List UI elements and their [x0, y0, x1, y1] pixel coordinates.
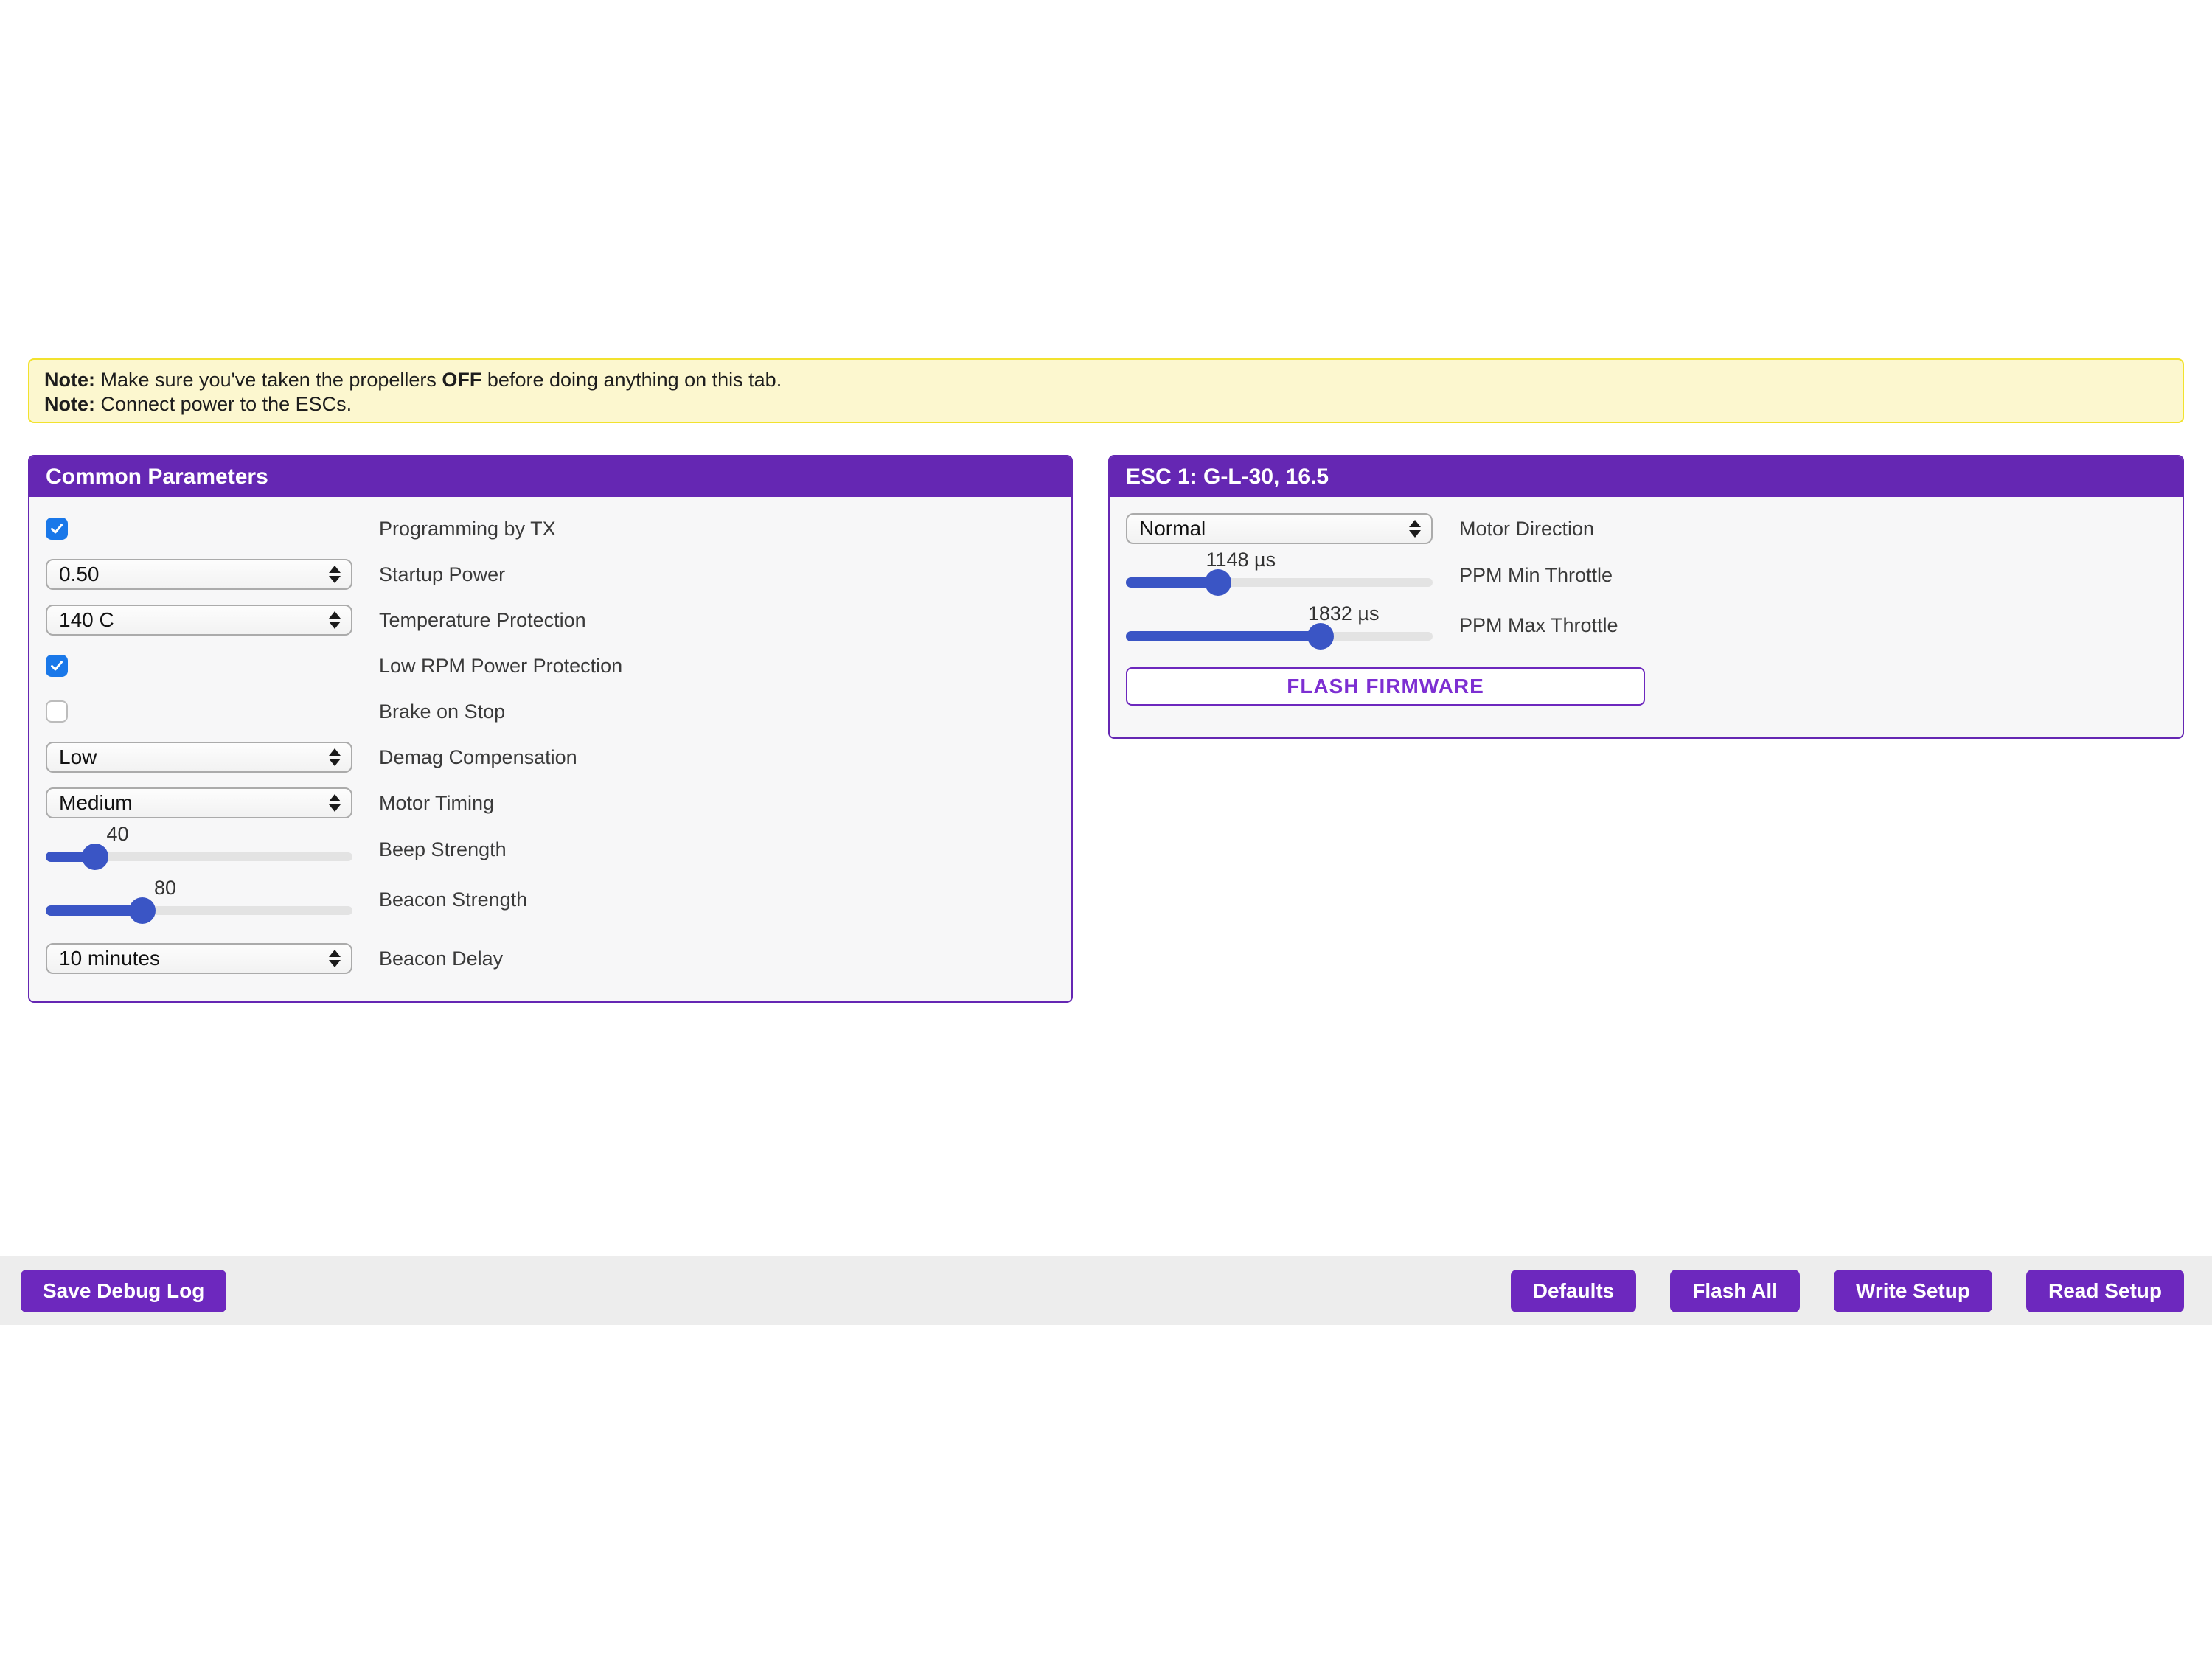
- note-emphasis: OFF: [442, 369, 482, 391]
- demag-compensation-value: Low: [59, 745, 97, 768]
- row-demag-compensation: Low Demag Compensation: [46, 734, 1055, 780]
- note-label: Note:: [44, 369, 95, 391]
- esc1-panel: ESC 1: G-L-30, 16.5 Normal Motor Directi…: [1108, 455, 2184, 739]
- demag-compensation-label: Demag Compensation: [379, 745, 577, 768]
- common-parameters-body: Programming by TX 0.50 Startup Power 140…: [29, 497, 1071, 981]
- row-programming-by-tx: Programming by TX: [46, 506, 1055, 552]
- motor-timing-value: Medium: [59, 791, 133, 814]
- ppm-max-throttle-label: PPM Max Throttle: [1459, 614, 1618, 636]
- select-arrows-icon: [329, 950, 341, 967]
- checkmark-icon: [51, 524, 63, 534]
- beacon-strength-slider[interactable]: 80: [46, 877, 352, 927]
- note-label: Note:: [44, 393, 95, 415]
- select-arrows-icon: [1409, 520, 1421, 538]
- slider-thumb[interactable]: [1204, 569, 1231, 596]
- demag-compensation-select[interactable]: Low: [46, 742, 352, 773]
- temperature-protection-label: Temperature Protection: [379, 608, 586, 631]
- note-banner: Note: Make sure you've taken the propell…: [28, 358, 2184, 423]
- slider-thumb[interactable]: [129, 897, 156, 924]
- temperature-protection-value: 140 C: [59, 608, 114, 631]
- slider-fill: [46, 905, 143, 916]
- defaults-button[interactable]: Defaults: [1510, 1269, 1637, 1312]
- note-text: Make sure you've taken the propellers: [95, 369, 442, 391]
- save-debug-log-button[interactable]: Save Debug Log: [21, 1269, 227, 1312]
- row-beacon-delay: 10 minutes Beacon Delay: [46, 936, 1055, 981]
- row-ppm-min-throttle: 1148 µs PPM Min Throttle: [1126, 549, 2166, 599]
- write-setup-button[interactable]: Write Setup: [1833, 1269, 1992, 1312]
- esc1-title: ESC 1: G-L-30, 16.5: [1110, 456, 2183, 497]
- row-motor-direction: Normal Motor Direction: [1126, 506, 2166, 552]
- beep-strength-value: 40: [106, 823, 129, 845]
- slider-thumb[interactable]: [1307, 623, 1335, 650]
- select-arrows-icon: [329, 611, 341, 629]
- row-motor-timing: Medium Motor Timing: [46, 780, 1055, 826]
- startup-power-value: 0.50: [59, 563, 100, 585]
- programming-by-tx-checkbox[interactable]: [46, 518, 68, 540]
- beacon-delay-label: Beacon Delay: [379, 947, 504, 970]
- select-arrows-icon: [329, 794, 341, 812]
- row-low-rpm-power-protection: Low RPM Power Protection: [46, 643, 1055, 689]
- low-rpm-power-protection-checkbox[interactable]: [46, 655, 68, 677]
- motor-timing-label: Motor Timing: [379, 791, 495, 814]
- footer-right-buttons: Defaults Flash All Write Setup Read Setu…: [1510, 1269, 2184, 1312]
- footer-bar: Save Debug Log Defaults Flash All Write …: [0, 1256, 2212, 1325]
- brake-on-stop-checkbox[interactable]: [46, 700, 68, 723]
- row-beep-strength: 40 Beep Strength: [46, 823, 1055, 873]
- slider-fill: [1126, 631, 1321, 641]
- row-ppm-max-throttle: 1832 µs PPM Max Throttle: [1126, 599, 2166, 653]
- note-line-2: Note: Connect power to the ESCs.: [44, 392, 2168, 417]
- row-brake-on-stop: Brake on Stop: [46, 689, 1055, 734]
- common-parameters-panel: Common Parameters Programming by TX 0.50: [28, 455, 1073, 1003]
- select-arrows-icon: [329, 566, 341, 583]
- ppm-min-throttle-slider[interactable]: 1148 µs: [1126, 549, 1433, 599]
- temperature-protection-select[interactable]: 140 C: [46, 605, 352, 636]
- ppm-max-throttle-slider[interactable]: 1832 µs: [1126, 602, 1433, 653]
- motor-timing-select[interactable]: Medium: [46, 787, 352, 818]
- motor-direction-select[interactable]: Normal: [1126, 513, 1433, 544]
- beacon-delay-select[interactable]: 10 minutes: [46, 943, 352, 974]
- row-temperature-protection: 140 C Temperature Protection: [46, 597, 1055, 643]
- row-startup-power: 0.50 Startup Power: [46, 552, 1055, 597]
- note-text: Connect power to the ESCs.: [95, 393, 352, 415]
- flash-all-button[interactable]: Flash All: [1670, 1269, 1800, 1312]
- flash-firmware-button[interactable]: FLASH FIRMWARE: [1126, 667, 1645, 706]
- motor-direction-label: Motor Direction: [1459, 517, 1595, 540]
- brake-on-stop-label: Brake on Stop: [379, 700, 506, 723]
- beacon-strength-value: 80: [154, 877, 177, 899]
- row-beacon-strength: 80 Beacon Strength: [46, 873, 1055, 927]
- startup-power-label: Startup Power: [379, 563, 506, 585]
- beacon-delay-value: 10 minutes: [59, 947, 160, 970]
- beep-strength-label: Beep Strength: [379, 838, 507, 860]
- slider-track: [46, 852, 352, 861]
- slider-thumb[interactable]: [81, 844, 108, 870]
- slider-fill: [1126, 577, 1218, 588]
- read-setup-button[interactable]: Read Setup: [2025, 1269, 2184, 1312]
- checkmark-icon: [51, 661, 63, 671]
- startup-power-select[interactable]: 0.50: [46, 559, 352, 590]
- programming-by-tx-label: Programming by TX: [379, 517, 556, 540]
- ppm-max-throttle-value: 1832 µs: [1307, 602, 1380, 625]
- beacon-strength-label: Beacon Strength: [379, 888, 528, 911]
- esc1-body: Normal Motor Direction 1148 µs PPM Min T…: [1110, 497, 2183, 706]
- common-parameters-title: Common Parameters: [29, 456, 1071, 497]
- low-rpm-power-protection-label: Low RPM Power Protection: [379, 654, 623, 677]
- beep-strength-slider[interactable]: 40: [46, 823, 352, 873]
- select-arrows-icon: [329, 748, 341, 766]
- note-line-1: Note: Make sure you've taken the propell…: [44, 368, 2168, 392]
- motor-direction-value: Normal: [1139, 517, 1206, 540]
- ppm-min-throttle-value: 1148 µs: [1206, 549, 1276, 571]
- note-text: before doing anything on this tab.: [481, 369, 782, 391]
- ppm-min-throttle-label: PPM Min Throttle: [1459, 563, 1613, 586]
